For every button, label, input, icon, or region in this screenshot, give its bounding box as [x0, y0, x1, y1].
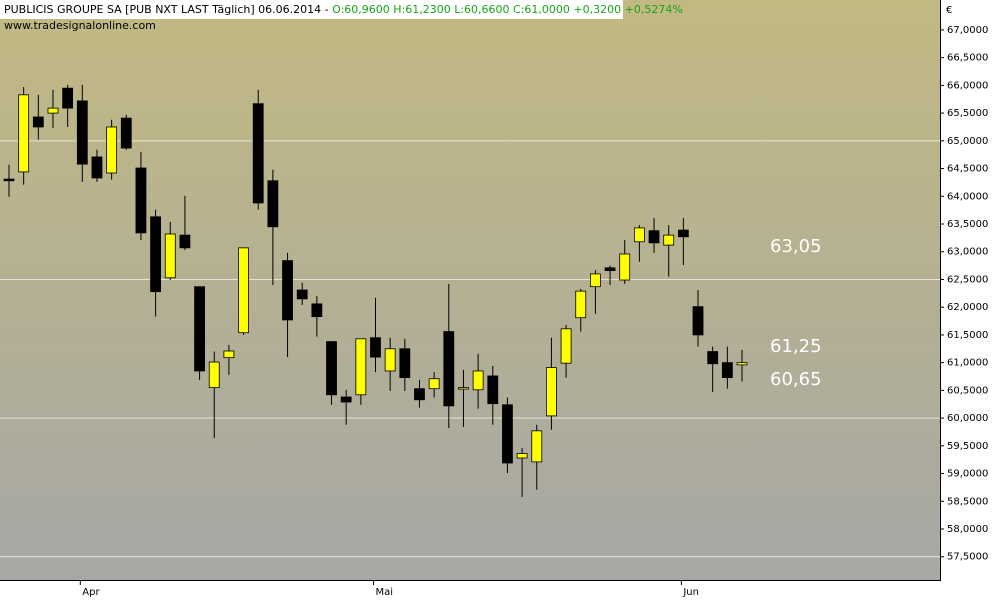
x-tick-label: Jun [682, 587, 699, 598]
y-tick-label: 66,0000 [947, 80, 988, 91]
candle-body [516, 453, 528, 459]
candle-body [296, 289, 308, 300]
y-tick-label: 59,0000 [947, 469, 988, 480]
y-tick-label: 58,5000 [947, 496, 988, 507]
candle-body [428, 378, 440, 390]
candle-body [692, 306, 704, 336]
candle-body [502, 404, 513, 464]
candle-body [76, 100, 88, 165]
y-tick-label: 65,5000 [947, 108, 988, 119]
candle-body [619, 253, 631, 281]
candle-body [3, 178, 15, 182]
candle-body [443, 331, 455, 407]
candle-body [633, 227, 645, 243]
candle-body [32, 116, 44, 128]
candle-body [340, 396, 352, 403]
quote: O:60,9600 H:61,2300 L:60,6600 C:61,0000 … [332, 3, 683, 16]
y-tick-label: 65,0000 [947, 136, 988, 147]
candle-body [18, 94, 30, 173]
candle-body [472, 370, 484, 391]
header: PUBLICIS GROUPE SA [PUB NXT LAST Täglich… [4, 3, 683, 16]
y-tick-label: 67,0000 [947, 25, 988, 36]
y-tick-label: 60,5000 [947, 385, 988, 396]
candle-body [223, 350, 235, 359]
candle-body [311, 303, 323, 318]
candle-body [106, 126, 118, 174]
candle-body [252, 103, 264, 204]
y-tick-label: 63,0000 [947, 247, 988, 258]
candle-body [648, 230, 660, 244]
y-tick-label: 58,0000 [947, 524, 988, 535]
candle-body [194, 286, 205, 372]
candle-body [384, 348, 396, 372]
candle-body [238, 247, 249, 334]
candle-body [135, 167, 147, 234]
y-tick-label: 62,0000 [947, 302, 988, 313]
candle-body [47, 107, 59, 114]
candle-body [267, 180, 279, 228]
candle-body [208, 361, 220, 388]
source: www.tradesignalonline.com [4, 19, 156, 32]
chart-title: PUBLICIS GROUPE SA [PUB NXT LAST Täglich… [4, 3, 329, 16]
candle-body [414, 388, 425, 401]
candle-body [326, 341, 337, 396]
y-tick-label: 59,5000 [947, 441, 988, 452]
candle-body [590, 273, 601, 288]
level-label: 63,05 [770, 236, 822, 257]
candle-body [604, 267, 616, 271]
y-tick-label: 64,5000 [947, 164, 988, 175]
candle-body [164, 233, 176, 279]
y-axis-label: € [946, 5, 952, 16]
candle-body [179, 234, 191, 249]
candle-body [531, 430, 543, 463]
candle-body [560, 328, 572, 364]
candle-body [487, 375, 499, 405]
y-tick-label: 63,5000 [947, 219, 988, 230]
level-label: 60,65 [770, 369, 822, 390]
candle-body [370, 337, 381, 358]
y-tick-label: 64,0000 [947, 191, 988, 202]
candle-body [62, 87, 74, 109]
x-tick-label: Apr [82, 587, 100, 598]
level-label: 61,25 [770, 336, 822, 357]
candle-body [736, 362, 748, 366]
y-tick-label: 66,5000 [947, 53, 988, 64]
candle-body [91, 156, 103, 179]
candle-body [546, 367, 557, 417]
candle-body [150, 216, 162, 293]
y-tick-label: 62,5000 [947, 274, 988, 285]
candle-body [282, 260, 293, 321]
candle-body [458, 387, 469, 390]
plot-area [0, 0, 940, 580]
candle-body [399, 348, 411, 379]
candle-body [721, 362, 733, 379]
candle-body [355, 338, 367, 396]
x-tick-label: Mai [376, 587, 394, 598]
candle-body [120, 117, 132, 149]
candle-body [575, 290, 587, 319]
candle-body [677, 229, 689, 238]
y-tick-label: 60,0000 [947, 413, 988, 424]
header-box [0, 0, 623, 19]
candle-body [663, 234, 675, 246]
y-tick-label: 61,0000 [947, 358, 988, 369]
candle-body [707, 351, 719, 365]
y-tick-label: 57,5000 [947, 552, 988, 563]
y-tick-label: 61,5000 [947, 330, 988, 341]
